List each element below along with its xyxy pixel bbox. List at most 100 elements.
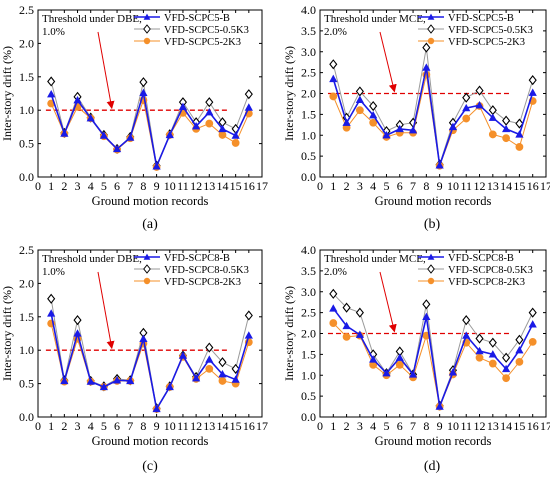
x-axis-label: Ground motion records — [92, 434, 209, 448]
data-point-2k3 — [502, 134, 511, 143]
threshold-annotation-line1: Threshold under DBE, — [42, 253, 142, 265]
legend-label: VFD-SCPC8-2K3 — [448, 277, 525, 288]
chart-panel-a: 0 1 2 3 4 5 6 7 8 9 10 11 12 13 14 15 16 170.00.51.01.52.… — [0, 3, 268, 232]
x-tick-label: 6 — [114, 179, 120, 193]
data-point-2k3 — [218, 131, 227, 139]
data-point-b — [448, 122, 458, 131]
data-point-b — [205, 107, 214, 116]
legend-entry: VFD-SCPC5-2K3 — [134, 37, 241, 48]
data-point-05k3 — [515, 118, 524, 129]
data-point-b — [369, 110, 378, 119]
data-point-b — [86, 113, 95, 122]
data-point-b — [126, 376, 135, 385]
y-tick-label: 1.0 — [301, 368, 316, 382]
x-tick-label: 12 — [190, 419, 202, 433]
x-tick-label: 0 — [317, 419, 323, 433]
data-point-b — [165, 130, 174, 139]
legend-marker — [427, 37, 435, 45]
data-point-b — [488, 113, 497, 121]
legend-marker — [143, 37, 151, 45]
legend-marker — [143, 253, 151, 260]
data-point-b — [528, 320, 537, 328]
y-tick-label: 0.0 — [301, 410, 316, 424]
legend-marker — [143, 277, 151, 285]
series-line-05k3 — [50, 298, 250, 410]
data-point-b — [99, 382, 108, 391]
legend-label: VFD-SCPC5-2K3 — [164, 37, 241, 48]
data-point-b — [139, 88, 148, 97]
data-point-05k3 — [502, 352, 511, 363]
x-tick-label: 16 — [243, 179, 255, 193]
chart-panel-c: 0 1 2 3 4 5 6 7 8 9 10 11 12 13 14 15 16 170.00.51.01.52.… — [0, 243, 268, 474]
x-tick-label: 9 — [154, 179, 160, 193]
panel-label: (c) — [142, 459, 158, 474]
legend-marker — [143, 24, 151, 34]
legend-entry: VFD-SCPC8-B — [418, 253, 514, 264]
data-point-05k3 — [47, 293, 56, 304]
x-tick-label: 8 — [140, 179, 146, 193]
data-point-b — [355, 95, 364, 103]
data-point-b — [422, 63, 431, 71]
data-point-2k3 — [205, 119, 214, 128]
y-tick-label: 0.0 — [19, 410, 34, 424]
x-tick-label: 4 — [88, 419, 94, 433]
x-tick-label: 5 — [383, 419, 389, 433]
x-tick-label: 6 — [397, 419, 403, 433]
threshold-annotation-line2: 1.0% — [42, 266, 65, 278]
data-point-b — [515, 130, 524, 138]
y-tick-label: 2.0 — [19, 276, 34, 290]
y-tick-label: 3.5 — [301, 24, 316, 38]
legend-marker — [427, 24, 435, 34]
data-point-05k3 — [205, 97, 214, 108]
data-point-b — [342, 321, 351, 330]
x-tick-label: 14 — [216, 419, 228, 433]
x-tick-label: 15 — [513, 179, 525, 193]
y-tick-label: 1.5 — [301, 347, 316, 361]
legend-label: VFD-SCPC5-0.5K3 — [164, 25, 249, 36]
x-tick-label: 7 — [127, 179, 133, 193]
y-tick-label: 4.0 — [301, 243, 316, 257]
x-tick-label: 10 — [164, 179, 176, 193]
threshold-arrow — [97, 271, 115, 350]
y-tick-label: 2.0 — [19, 36, 34, 50]
legend-entry: VFD-SCPC8-2K3 — [134, 277, 241, 288]
legend-entry: VFD-SCPC5-2K3 — [418, 37, 525, 48]
x-tick-label: 2 — [61, 419, 67, 433]
data-point-b — [231, 375, 240, 383]
x-tick-label: 10 — [447, 419, 459, 433]
legend-entry: VFD-SCPC8-2K3 — [418, 277, 525, 288]
data-point-2k3 — [515, 143, 524, 151]
data-point-b — [126, 133, 135, 141]
y-axis-label: Inter-story drift (%) — [282, 286, 296, 381]
data-point-05k3 — [502, 115, 511, 126]
data-point-2k3 — [369, 118, 378, 127]
data-point-b — [47, 309, 56, 317]
data-point-b — [73, 329, 82, 337]
y-tick-label: 0.5 — [19, 377, 34, 391]
y-tick-label: 4.0 — [301, 3, 316, 17]
threshold-arrow — [379, 31, 397, 93]
series-line-b — [50, 313, 250, 412]
data-point-b — [192, 122, 201, 130]
y-tick-label: 0.0 — [301, 170, 316, 184]
y-tick-label: 1.0 — [19, 343, 34, 357]
x-tick-label: 3 — [75, 419, 81, 433]
x-tick-label: 15 — [230, 179, 242, 193]
series-line-b — [332, 307, 534, 410]
data-point-b — [329, 304, 338, 312]
data-point-2k3 — [342, 332, 351, 341]
y-tick-label: 3.0 — [301, 285, 316, 299]
data-point-05k3 — [244, 310, 253, 321]
x-tick-label: 11 — [177, 419, 189, 433]
data-point-b — [355, 330, 364, 338]
x-tick-label: 8 — [140, 419, 146, 433]
x-tick-label: 17 — [256, 419, 268, 433]
data-point-05k3 — [231, 363, 240, 374]
series-line-05k3 — [332, 293, 534, 406]
data-point-b — [435, 161, 444, 169]
x-tick-label: 3 — [357, 179, 363, 193]
data-point-05k3 — [488, 337, 497, 348]
data-point-b — [502, 124, 511, 133]
x-tick-label: 4 — [370, 179, 376, 193]
legend-label: VFD-SCPC5-0.5K3 — [448, 25, 533, 36]
